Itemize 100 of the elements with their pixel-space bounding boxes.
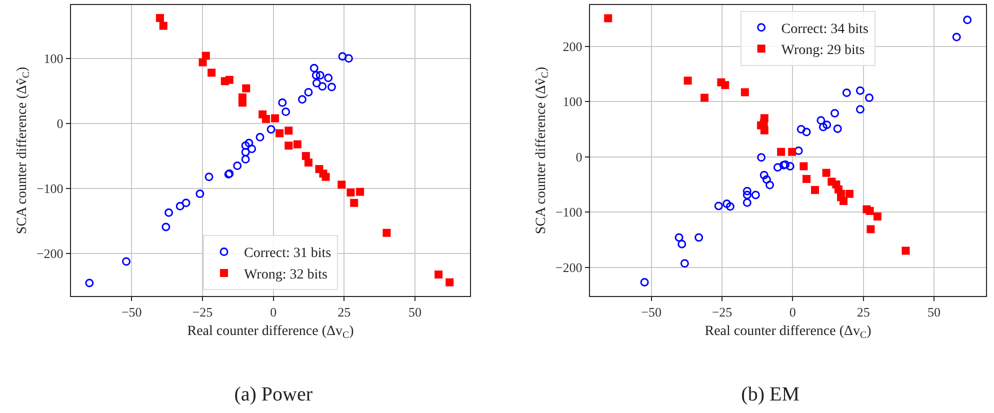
legend-label: Correct: 31 bits — [244, 246, 332, 262]
point — [700, 94, 708, 102]
point — [284, 126, 293, 135]
point — [694, 233, 704, 242]
point — [773, 163, 782, 172]
point — [156, 14, 164, 22]
y-tick-label: 100 — [562, 94, 582, 110]
text: (a) Power — [234, 384, 313, 406]
point — [760, 119, 768, 128]
point — [818, 122, 828, 132]
point — [244, 138, 254, 148]
point — [248, 144, 256, 154]
point — [241, 141, 250, 150]
point — [800, 162, 808, 170]
point — [604, 14, 612, 22]
y-tick-label: 200 — [562, 38, 582, 54]
point — [356, 188, 364, 196]
point — [833, 124, 842, 133]
point — [322, 172, 330, 181]
point — [678, 240, 686, 248]
point — [204, 172, 214, 182]
legend-label: Correct: 34 bits — [781, 22, 868, 37]
y-tick-label: 0 — [576, 149, 582, 164]
point — [845, 190, 854, 198]
point — [640, 278, 649, 286]
point — [298, 95, 306, 104]
point — [327, 82, 336, 92]
point — [952, 32, 961, 42]
point — [762, 175, 771, 184]
point — [684, 76, 692, 85]
point — [162, 222, 170, 232]
point — [760, 126, 768, 134]
point — [788, 148, 796, 156]
x-tick-label: 0 — [270, 304, 277, 320]
point — [346, 188, 355, 196]
point — [751, 190, 760, 200]
point — [873, 212, 882, 220]
text: (b) EM — [741, 384, 800, 406]
point — [866, 225, 875, 234]
point — [312, 71, 320, 80]
x-tick-label: −50 — [121, 304, 142, 320]
point — [350, 198, 358, 207]
point — [742, 190, 752, 200]
x-axis-title: Real counter difference (Δv$_{C}$) — [704, 324, 872, 341]
x-tick-label: −25 — [192, 304, 213, 320]
point — [802, 128, 811, 136]
x-tick-label: 0 — [789, 304, 796, 320]
point — [810, 186, 819, 194]
x-axis-title: Real counter difference (Δv$_{C}$) — [187, 324, 354, 341]
point — [822, 120, 832, 130]
point — [726, 202, 734, 211]
point — [721, 81, 730, 90]
y-tick-label: −100 — [555, 204, 582, 220]
point — [856, 86, 864, 95]
point — [757, 153, 766, 162]
point — [722, 200, 732, 208]
legend-label: Wrong: 32 bits — [244, 267, 328, 282]
point — [262, 114, 270, 123]
point — [344, 54, 353, 63]
point — [963, 16, 972, 24]
point — [293, 140, 302, 148]
y-tick-label: −100 — [36, 181, 64, 196]
point — [338, 52, 347, 61]
point — [740, 88, 749, 96]
point — [196, 190, 204, 198]
point — [318, 82, 327, 91]
x-tick-label: −50 — [641, 304, 662, 320]
point — [312, 78, 321, 88]
point — [742, 198, 752, 207]
x-tick-label: 25 — [338, 304, 351, 320]
point — [241, 155, 250, 164]
point — [256, 132, 264, 142]
point — [282, 108, 290, 116]
x-tick-label: 50 — [927, 304, 940, 320]
point — [434, 270, 443, 279]
y-tick-label: −200 — [555, 260, 582, 275]
point — [304, 158, 312, 167]
point — [842, 88, 851, 98]
point — [779, 160, 788, 170]
y-tick-label: −200 — [36, 246, 64, 262]
legend-label: Wrong: 29 bits — [781, 43, 865, 58]
x-tick-label: 50 — [408, 304, 422, 320]
point — [760, 170, 768, 180]
point — [122, 257, 131, 266]
point — [680, 259, 689, 268]
point — [856, 105, 864, 114]
point — [802, 174, 811, 183]
point — [278, 98, 287, 107]
point — [830, 108, 840, 118]
point — [164, 208, 174, 217]
point — [446, 278, 454, 286]
point — [159, 22, 168, 30]
point — [310, 64, 318, 72]
point — [225, 76, 234, 84]
point — [382, 228, 391, 237]
point — [182, 198, 190, 208]
point — [233, 162, 242, 170]
point — [866, 206, 874, 215]
point — [816, 116, 826, 125]
x-tick-label: −25 — [712, 304, 732, 320]
